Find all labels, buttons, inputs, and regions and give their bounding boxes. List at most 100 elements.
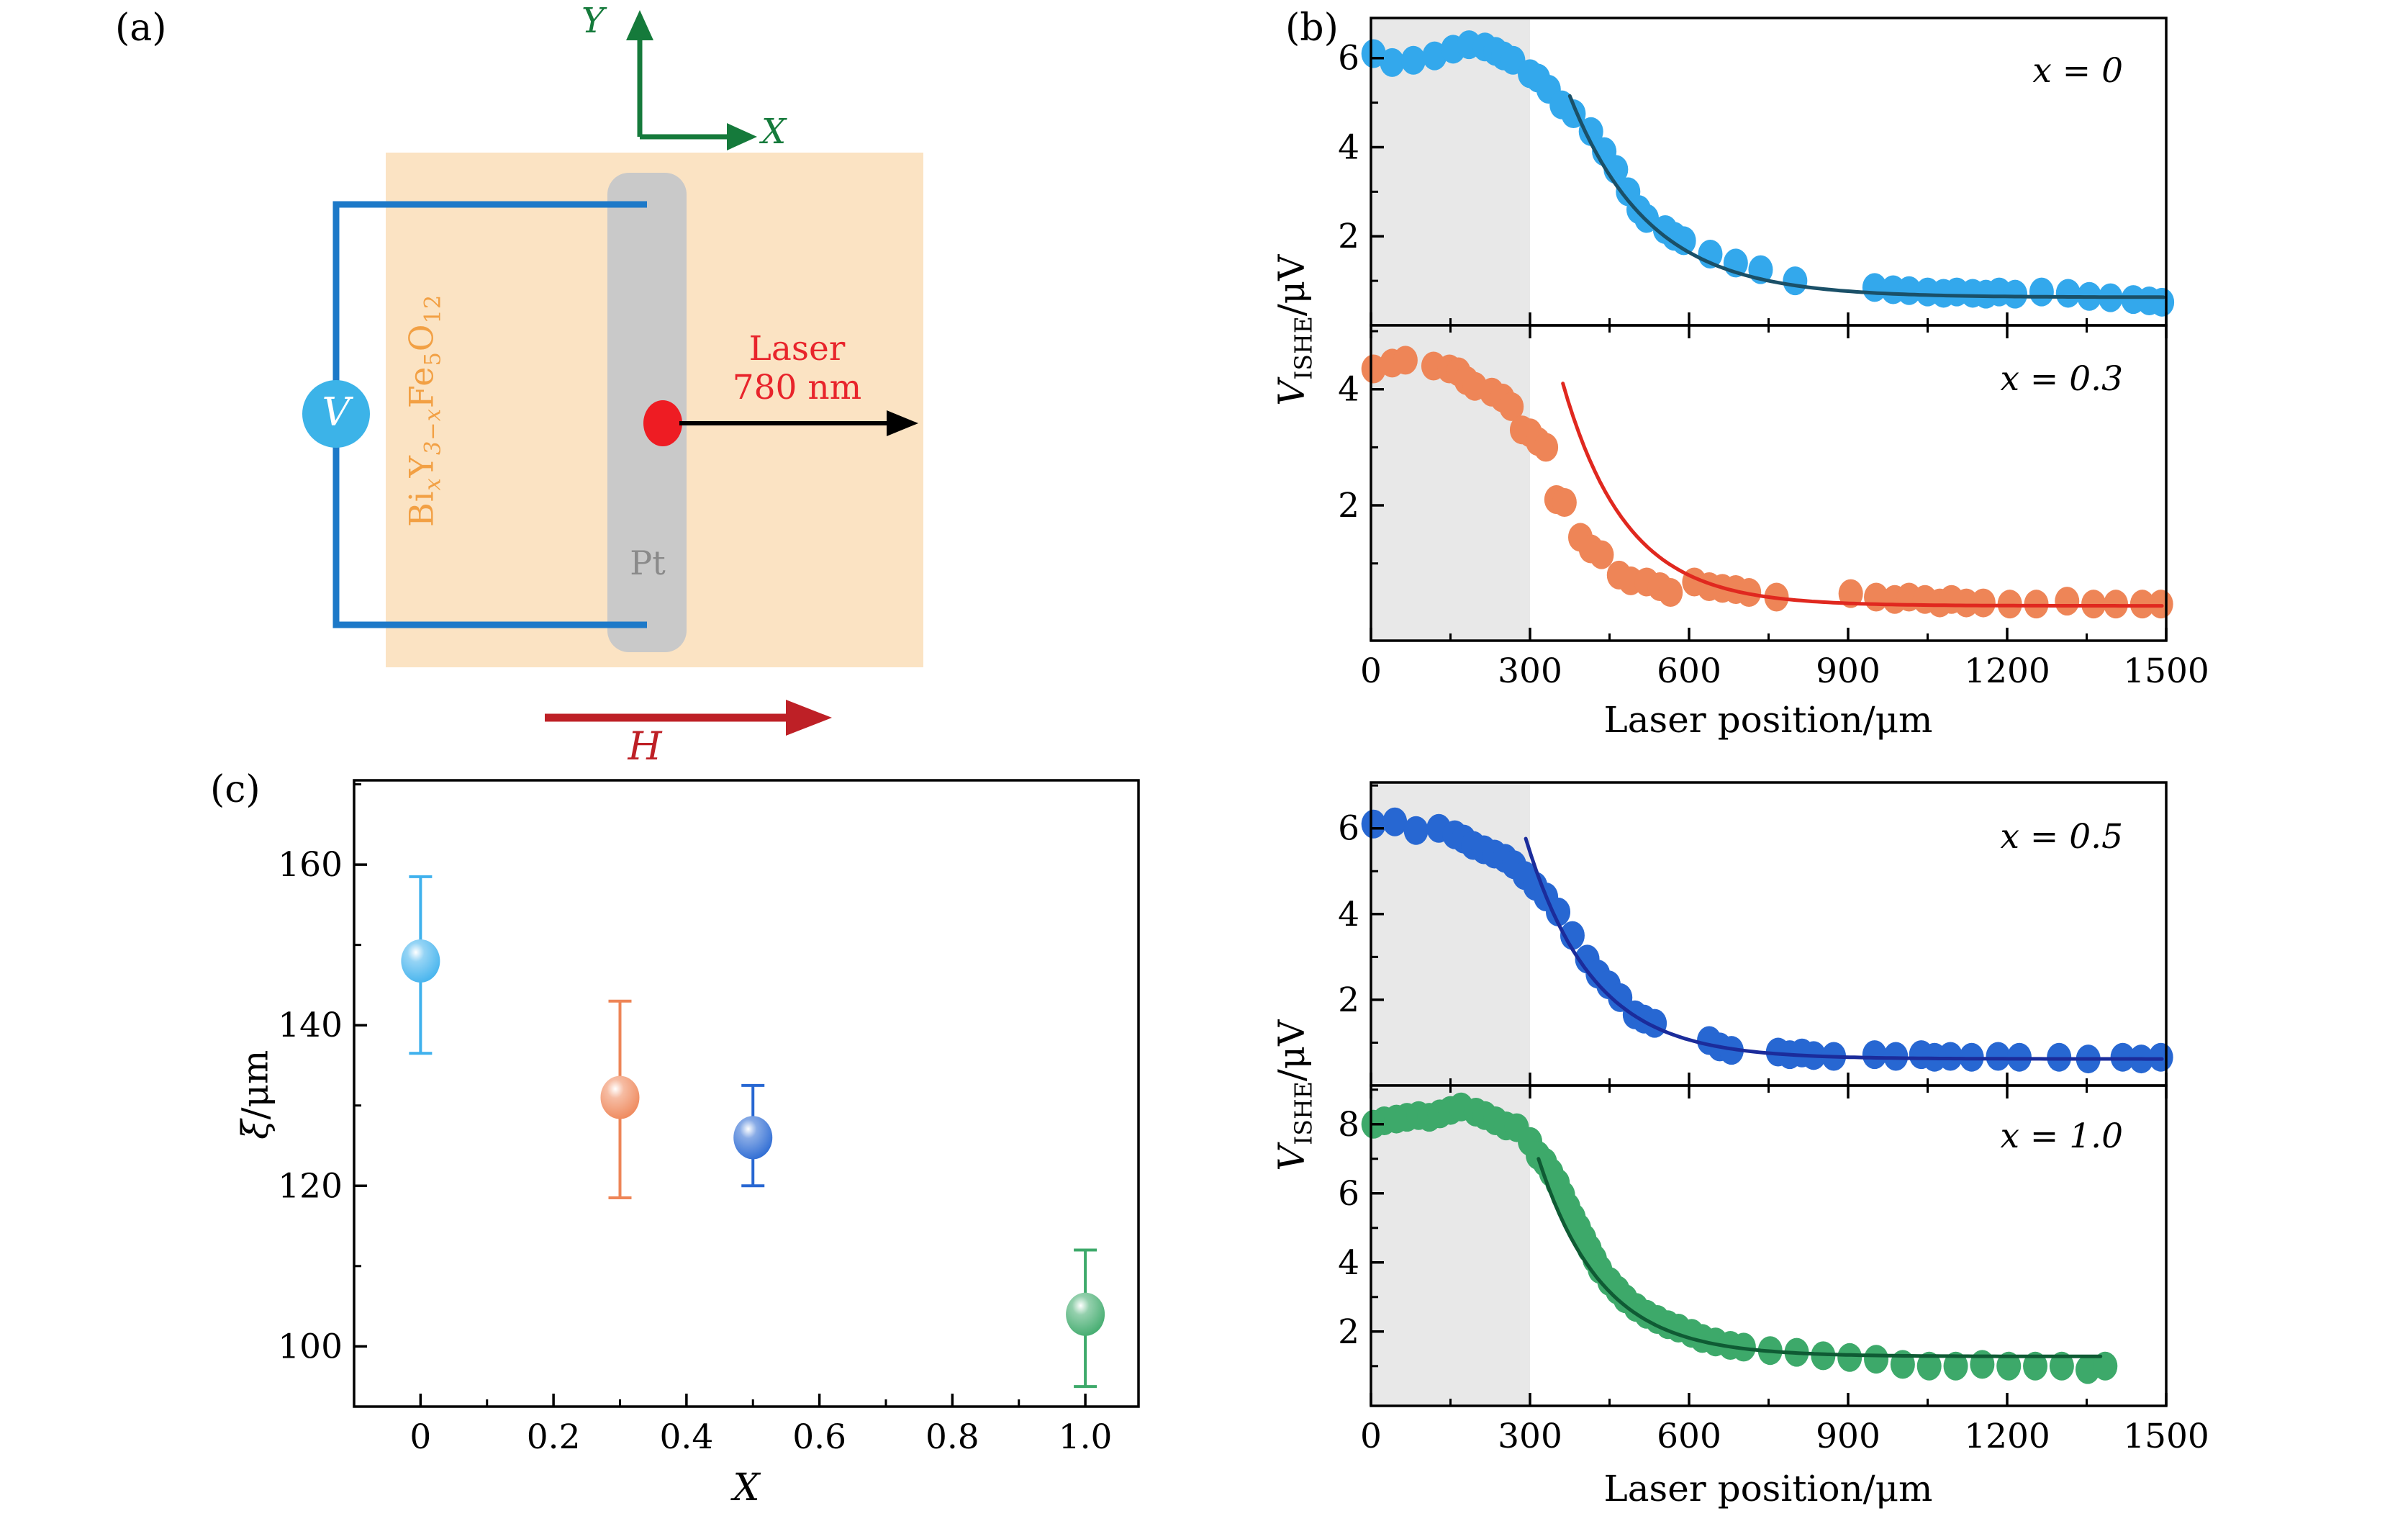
material-sub: 12 — [420, 294, 446, 324]
laser-spot — [643, 400, 682, 446]
y-tick-label: 4 — [1338, 895, 1359, 934]
x-tick-label: 0 — [1360, 651, 1382, 691]
data-point — [600, 1075, 640, 1119]
data-point — [1838, 579, 1863, 608]
x-tick-label: 1200 — [1964, 651, 2050, 691]
annotation-value: = 1.0 — [2019, 1116, 2123, 1156]
data-point — [1400, 45, 1426, 75]
data-point — [1546, 897, 1571, 926]
data-point — [2003, 279, 2028, 309]
data-point — [1382, 807, 1408, 836]
panel-c-letter: (c) — [210, 768, 261, 811]
ylabel-ishe-sub: ISHE — [1289, 1081, 1318, 1145]
x-tick-label: 0.2 — [527, 1417, 581, 1457]
y-tick-label: 6 — [1338, 809, 1359, 849]
chart-vishe-x0: 2 4 6 — [1338, 17, 2175, 327]
data-point — [1986, 1042, 2011, 1071]
data-point — [1403, 816, 1429, 845]
data-point — [1499, 392, 1524, 421]
data-point — [1422, 41, 1447, 71]
material-sub: 5 — [420, 351, 446, 366]
data-point — [2150, 287, 2175, 317]
fit-curve — [1536, 1157, 2103, 1358]
x-tick-label: 0 — [1360, 1417, 1382, 1456]
x-tick-label: 0 — [409, 1417, 431, 1457]
material-label: BixY3−xFe5O12 — [402, 194, 446, 626]
data-point — [1552, 488, 1577, 518]
chart-vishe-x05: 2 4 6 — [1338, 781, 2173, 1087]
voltmeter-label: V — [322, 389, 350, 435]
data-point — [2093, 1351, 2118, 1381]
y-tick-label: 6 — [1338, 39, 1359, 78]
coord-y-arrowhead — [626, 10, 653, 40]
data-point — [2049, 1351, 2074, 1381]
y-tick-label: 6 — [1338, 1174, 1359, 1214]
annotation-x0: x = 0 — [1886, 51, 2123, 91]
data-point — [1589, 540, 1614, 569]
data-point — [1970, 1350, 1995, 1379]
data-point — [1578, 117, 1603, 146]
ylabel-unit: /μV — [1270, 254, 1313, 317]
field-label: H — [628, 723, 662, 769]
coord-x-label: X — [761, 112, 787, 152]
x-tick-label: 0.6 — [792, 1417, 846, 1457]
data-point — [2055, 587, 2080, 616]
ylabel-ishe-sub: ISHE — [1289, 316, 1318, 380]
data-point — [1996, 1351, 2022, 1381]
data-point — [1361, 809, 1386, 839]
data-point — [1837, 1343, 1862, 1372]
annotation-x03: x = 0.3 — [1886, 359, 2123, 399]
yaxis-title-panel-c: ξ/μm — [234, 951, 276, 1239]
laser-beam-arrowhead — [887, 410, 918, 436]
field-arrowhead — [786, 700, 832, 736]
data-point — [1534, 433, 1559, 462]
material-seg: Fe — [402, 366, 441, 409]
x-tick-label: 900 — [1816, 651, 1880, 691]
x-tick-label: 0.4 — [659, 1417, 713, 1457]
fit-curve — [1524, 836, 2164, 1061]
fit-curve — [1561, 382, 2164, 608]
yaxis-title-top-pair: VISHE/μV — [1270, 114, 1317, 546]
material-sub: x — [420, 477, 446, 491]
x-tick-label: 1500 — [2123, 1417, 2209, 1456]
annotation-value: = 0.3 — [2019, 359, 2123, 399]
annotation-x10: x = 1.0 — [1886, 1116, 2123, 1156]
yaxis-title-bottom-pair: VISHE/μV — [1270, 880, 1317, 1312]
data-point — [1361, 354, 1386, 384]
x-tick-label: 1200 — [1964, 1417, 2050, 1456]
y-tick-label: 2 — [1338, 1312, 1359, 1352]
panel-b-letter: (b) — [1285, 6, 1339, 50]
y-tick-label: 2 — [1338, 980, 1359, 1020]
panel-a-letter: (a) — [115, 6, 167, 50]
data-point — [1380, 48, 1405, 77]
xaxis-title-bottom-pair: Laser position/μm — [1603, 1468, 1933, 1510]
x-tick-label: 0.8 — [925, 1417, 979, 1457]
data-point — [733, 1116, 773, 1160]
laser-label-line2: 780 nm — [732, 368, 862, 408]
data-point — [1864, 1345, 1889, 1374]
data-point — [2023, 1351, 2048, 1381]
xaxis-title-top-pair: Laser position/μm — [1603, 699, 1933, 741]
y-tick-label: 8 — [1338, 1105, 1359, 1145]
xaxis-title-panel-c: X — [733, 1466, 760, 1510]
x-tick-label: 900 — [1816, 1417, 1880, 1456]
data-point — [1658, 578, 1683, 608]
data-point — [1896, 276, 1922, 305]
ylabel-xi: ξ — [234, 1119, 276, 1140]
ylabel-unit: /μV — [1270, 1019, 1313, 1082]
x-tick-label: 1.0 — [1059, 1417, 1113, 1457]
data-point — [1943, 1351, 1968, 1381]
fit-curve — [1567, 94, 2165, 299]
material-sub: 3−x — [420, 408, 446, 456]
coord-y-label: Y — [581, 1, 605, 41]
annotation-var: x — [2000, 1116, 2019, 1156]
data-point — [1916, 1351, 1942, 1381]
x-tick-label: 600 — [1657, 651, 1721, 691]
data-point — [1393, 346, 1418, 375]
data-point — [1783, 266, 1808, 296]
material-seg: Y — [402, 455, 441, 478]
pt-label: Pt — [630, 543, 666, 582]
data-point — [1560, 921, 1585, 950]
voltmeter-circle — [302, 380, 370, 448]
